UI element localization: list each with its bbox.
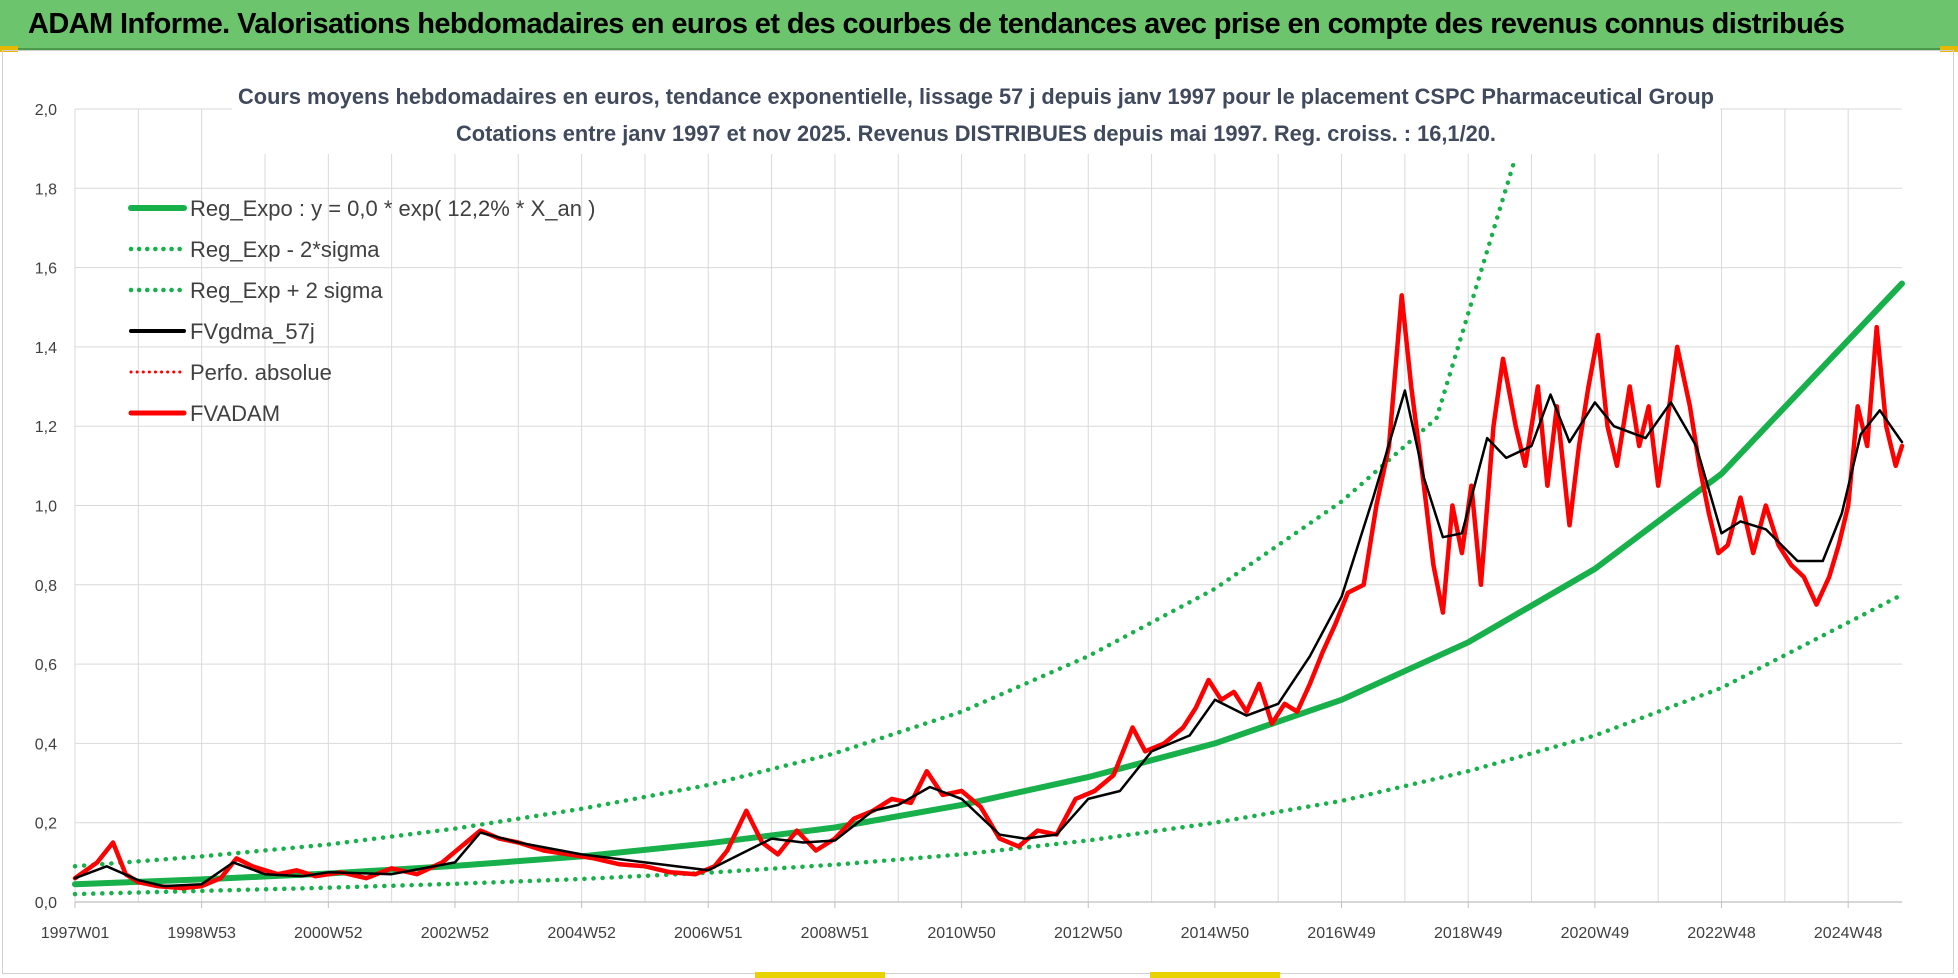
fvgdma-57j-line [73,389,1904,888]
legend-label-perfo: Perfo. absolue [190,360,332,385]
y-tick-label: 1,0 [35,499,57,516]
chart-title-line-2: Cotations entre janv 1997 et nov 2025. R… [456,121,1496,146]
x-tick-label: 2024W48 [1814,925,1883,942]
y-tick-label: 2,0 [35,102,57,119]
chart-title-line-1: Cours moyens hebdomadaires en euros, ten… [238,84,1714,109]
banner-corner-left [0,46,18,52]
fvadam-line [72,293,1905,891]
x-tick-label: 2012W50 [1054,925,1123,942]
reg-minus-2sigma-line [72,592,1905,897]
x-tick-label: 2020W49 [1561,925,1630,942]
y-tick-label: 0,4 [35,736,57,753]
x-tick-label: 2016W49 [1307,925,1376,942]
y-tick-label: 0,2 [35,816,57,833]
y-tick-label: 0,8 [35,578,57,595]
x-tick-label: 2014W50 [1181,925,1250,942]
x-tick-label: 2004W52 [547,925,616,942]
bottom-marker-left [755,972,885,978]
y-tick-label: 1,2 [35,419,57,436]
legend-label-reg_expo: Reg_Expo : y = 0,0 * exp( 12,2% * X_an ) [190,196,595,221]
y-axis: 0,0 0,2 0,4 0,6 0,8 1,0 1,2 1,4 1,6 1,8 2,0 [35,102,57,912]
chart-frame [2,50,1954,974]
banner-corner-right [1940,46,1958,52]
report-title: ADAM Informe. Valorisations hebdomadaire… [28,8,1845,40]
legend-label-fvgdma: FVgdma_57j [190,319,315,344]
x-tick-label: 2008W51 [801,925,870,942]
report-banner: ADAM Informe. Valorisations hebdomadaire… [0,0,1958,50]
x-tick-label: 2000W52 [294,925,363,942]
reg-expo-line [72,280,1905,888]
x-tick-label: 2010W50 [927,925,996,942]
y-tick-label: 1,4 [35,340,57,357]
x-tick-label: 1998W53 [167,925,236,942]
y-tick-label: 1,6 [35,261,57,278]
chart-grid [74,108,1902,903]
y-tick-label: 0,0 [35,895,57,912]
x-tick-label: 2006W51 [674,925,743,942]
x-tick-label: 1997W01 [41,925,110,942]
x-tick-label: 2002W52 [421,925,490,942]
legend-label-reg_minus: Reg_Exp - 2*sigma [190,237,380,262]
x-tick-label: 2018W49 [1434,925,1503,942]
legend-label-reg_plus: Reg_Exp + 2 sigma [190,278,383,303]
y-tick-label: 0,6 [35,657,57,674]
reg-plus-2sigma-line [72,154,1518,869]
chart-legend: Reg_Expo : y = 0,0 * exp( 12,2% * X_an )… [128,196,595,426]
y-tick-label: 1,8 [35,181,57,198]
x-tick-label: 2022W48 [1687,925,1756,942]
chart-title-block: Cours moyens hebdomadaires en euros, ten… [232,78,1720,154]
bottom-marker-right [1150,972,1280,978]
x-axis: 1997W01 1998W53 2000W52 2002W52 2004W52 2006W… [41,901,1902,942]
chart-series [72,154,1905,897]
title-background [232,78,1720,154]
legend-label-fvadam: FVADAM [190,401,280,426]
